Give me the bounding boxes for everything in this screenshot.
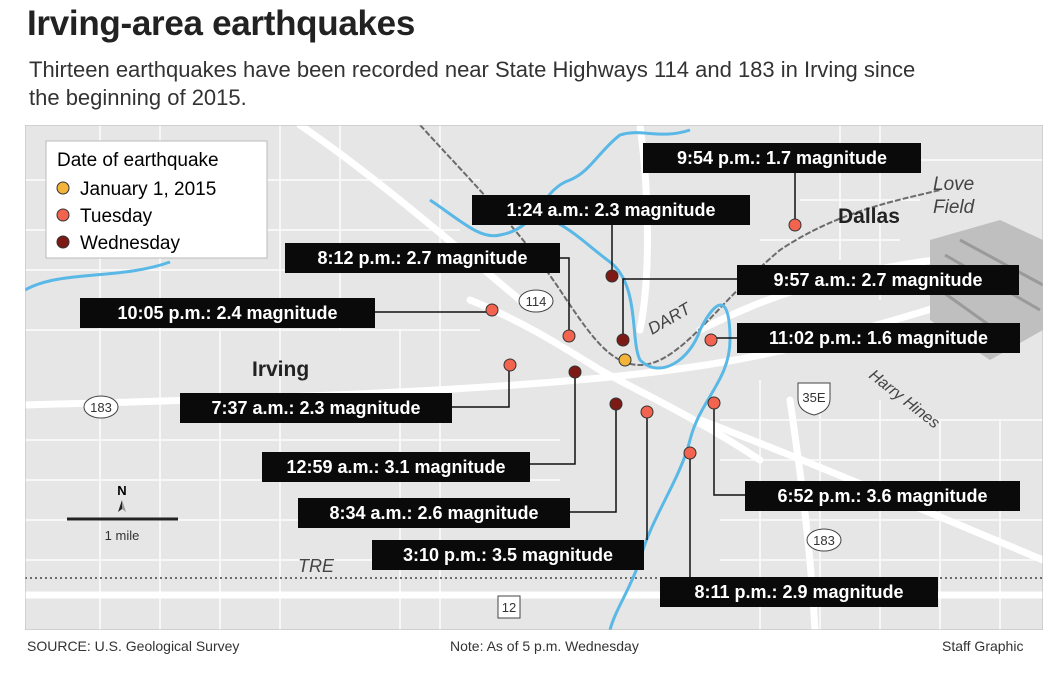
legend-label: Tuesday bbox=[80, 206, 153, 227]
source: SOURCE: U.S. Geological Survey bbox=[27, 638, 240, 654]
callout-box bbox=[737, 265, 1019, 295]
legend-swatch bbox=[56, 235, 70, 249]
callout-label: 8:12 p.m.: 2.7 magnitude bbox=[317, 248, 527, 268]
earthquake-dot bbox=[605, 269, 619, 283]
callout-box bbox=[745, 481, 1020, 511]
subtitle: Thirteen earthquakes have been recorded … bbox=[29, 57, 916, 110]
callout-box bbox=[262, 452, 530, 482]
callout-label: 10:05 p.m.: 2.4 magnitude bbox=[117, 303, 337, 323]
place-label: Dallas bbox=[838, 205, 900, 228]
leader-line bbox=[560, 257, 570, 336]
earthquake-dot bbox=[704, 333, 718, 347]
earthquake-dot bbox=[640, 405, 654, 419]
earthquake-dot bbox=[683, 446, 697, 460]
callout-label: 7:37 a.m.: 2.3 magnitude bbox=[211, 398, 420, 418]
legend-box bbox=[45, 140, 268, 259]
leader-line bbox=[713, 403, 745, 496]
highway-shield bbox=[83, 395, 119, 419]
callout-label: 9:54 p.m.: 1.7 magnitude bbox=[677, 148, 887, 168]
callout-box bbox=[298, 498, 570, 528]
place-label: TRE bbox=[298, 556, 335, 576]
highway-shield bbox=[518, 289, 554, 313]
callout-box bbox=[660, 577, 938, 607]
callout-box bbox=[285, 243, 560, 273]
place-label: Irving bbox=[252, 358, 309, 381]
earthquake-dot bbox=[609, 397, 623, 411]
callout-label: 9:57 a.m.: 2.7 magnitude bbox=[773, 270, 982, 290]
highway-shield bbox=[797, 382, 831, 416]
earthquake-dot bbox=[562, 329, 576, 343]
north-arrow bbox=[118, 500, 122, 512]
north-arrow bbox=[122, 500, 126, 512]
leader-line bbox=[622, 278, 737, 340]
north-label: N bbox=[117, 483, 126, 498]
callout-label: 12:59 a.m.: 3.1 magnitude bbox=[286, 457, 505, 477]
callout-label: 3:10 p.m.: 3.5 magnitude bbox=[403, 545, 613, 565]
highway-shield bbox=[806, 528, 842, 552]
legend-swatch bbox=[56, 208, 70, 222]
callout-box bbox=[180, 393, 452, 423]
highway-number: 12 bbox=[502, 600, 516, 615]
callout-label: 6:52 p.m.: 3.6 magnitude bbox=[777, 486, 987, 506]
credit: Staff Graphic bbox=[942, 638, 1024, 654]
earthquake-dot bbox=[618, 353, 632, 367]
highway-number: 183 bbox=[813, 533, 835, 548]
highway-shield bbox=[497, 595, 521, 619]
note: Note: As of 5 p.m. Wednesday bbox=[450, 638, 639, 654]
scale-label: 1 mile bbox=[105, 528, 140, 543]
legend-swatch bbox=[56, 181, 70, 195]
callout-label: 8:11 p.m.: 2.9 magnitude bbox=[694, 582, 903, 602]
legend-label: Wednesday bbox=[80, 233, 180, 254]
title: Irving-area earthquakes bbox=[27, 4, 415, 43]
leader-line bbox=[452, 365, 510, 408]
earthquake-dot bbox=[568, 365, 582, 379]
legend-label: January 1, 2015 bbox=[80, 179, 216, 200]
callout-label: 8:34 a.m.: 2.6 magnitude bbox=[329, 503, 538, 523]
highway-number: 183 bbox=[90, 400, 112, 415]
legend-title: Date of earthquake bbox=[57, 150, 219, 171]
place-label: Love Field bbox=[933, 174, 976, 218]
highway-number: 35E bbox=[802, 390, 825, 405]
callout-box bbox=[737, 323, 1020, 353]
earthquake-dot bbox=[788, 218, 802, 232]
callout-box bbox=[643, 143, 921, 173]
callout-box bbox=[80, 298, 375, 328]
earthquake-dot bbox=[503, 358, 517, 372]
earthquake-dot bbox=[616, 333, 630, 347]
callout-label: 11:02 p.m.: 1.6 magnitude bbox=[769, 328, 988, 348]
earthquake-dot bbox=[707, 396, 721, 410]
callout-box bbox=[372, 540, 644, 570]
callout-label: 1:24 a.m.: 2.3 magnitude bbox=[506, 200, 715, 220]
earthquake-dot bbox=[485, 303, 499, 317]
highway-number: 114 bbox=[526, 294, 547, 309]
callout-box bbox=[472, 195, 750, 225]
leader-line bbox=[530, 372, 576, 465]
leader-line bbox=[570, 404, 617, 513]
